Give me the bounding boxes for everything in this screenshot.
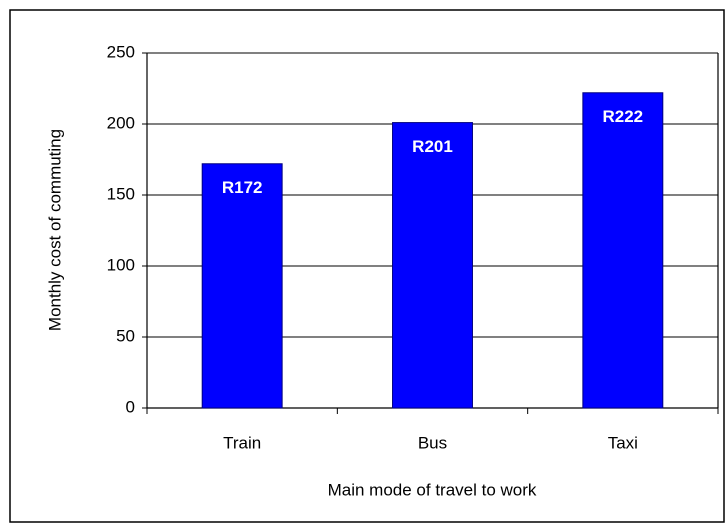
value-label: R222: [603, 107, 644, 126]
y-tick-label: 250: [107, 42, 135, 61]
bar: [392, 122, 473, 409]
bar: [582, 92, 664, 409]
bar: [201, 163, 283, 409]
x-tick-label: Taxi: [608, 433, 638, 452]
value-label: R172: [222, 178, 263, 197]
y-tick-label: 0: [126, 397, 135, 416]
y-tick-label: 100: [107, 255, 135, 274]
value-label: R201: [412, 137, 453, 156]
y-tick-label: 200: [107, 113, 135, 132]
y-tick-label: 150: [107, 184, 135, 203]
x-tick-label: Train: [223, 433, 261, 452]
x-tick-label: Bus: [418, 433, 447, 452]
y-axis-label: Monthly cost of commuting: [45, 129, 64, 331]
x-axis-label: Main mode of travel to work: [328, 480, 537, 499]
y-tick-label: 50: [116, 326, 135, 345]
